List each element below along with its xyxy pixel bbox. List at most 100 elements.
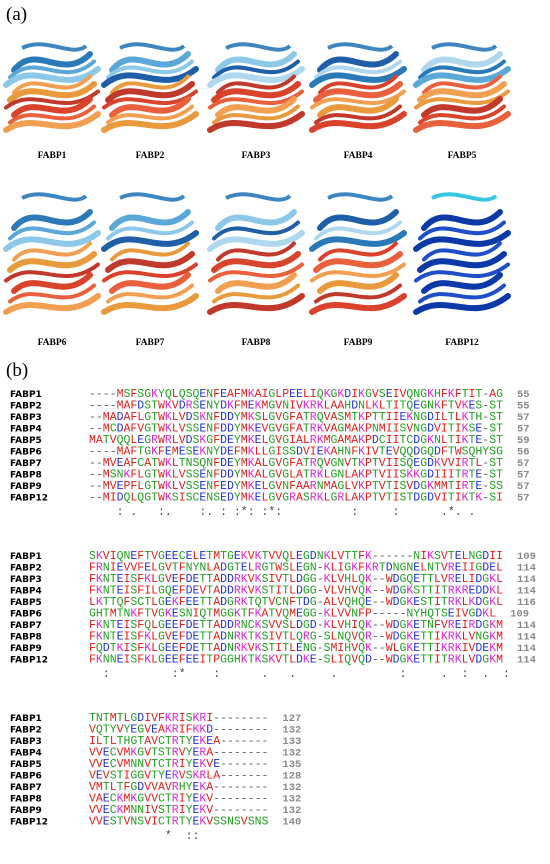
ribbon: [418, 283, 506, 304]
sequence-name: FABP8: [10, 633, 42, 643]
ribbon: [11, 209, 93, 231]
ribbon: [309, 111, 407, 133]
residue-count: 114: [517, 620, 536, 632]
ribbon: [207, 66, 305, 88]
ribbon: [318, 241, 398, 262]
ribbon: [431, 192, 498, 202]
sequence: VVECKMNNIVSTRIYEKV--------: [89, 804, 268, 817]
ribbon: [327, 192, 394, 202]
residue-count: 114: [517, 643, 536, 655]
sequence: FKNTEISFQLGEEFDETTADDRNCKSVVSLDGD-KLVHIQ…: [89, 619, 503, 632]
sequence-name: FABP6: [10, 448, 42, 458]
ribbon: [418, 104, 506, 125]
structure-caption: FABP5: [448, 151, 477, 161]
protein-structure: [101, 192, 199, 315]
sequence: FKNTEISFILGQEFDEVTADDRKVKSTITLDGG-VLVHVQ…: [89, 585, 503, 598]
sequence-name: FABP1: [10, 714, 42, 724]
protein-structure: [207, 192, 305, 315]
ribbon: [105, 251, 195, 273]
sequence-name: FABP2: [10, 564, 42, 574]
protein-structure: [309, 42, 407, 133]
ribbon: [7, 81, 97, 103]
sequence: MATVQQLEGRWRLVDSKGFDEYMKELGVGIALRKMGAMAK…: [89, 434, 503, 447]
structure-caption: FABP2: [136, 151, 165, 161]
residue-count: 135: [282, 759, 301, 771]
sequence-name: FABP5: [10, 760, 42, 770]
ribbon: [3, 230, 101, 252]
ribbon: [215, 209, 297, 231]
ribbon: [212, 59, 300, 80]
ribbon: [314, 220, 402, 241]
panel-label: (a): [6, 4, 27, 25]
ribbon: [3, 66, 101, 88]
sequence: --MIDQLQGTWKSISCENSEDYMKELGVGRASRKLGRLAK…: [89, 492, 503, 505]
ribbon: [216, 74, 296, 95]
ribbon: [421, 96, 503, 118]
sequence: SKVIQNEFTVGEECELETMTGEKVKTVVQLEGDNKLVTTF…: [89, 550, 503, 563]
ribbon: [327, 42, 394, 52]
sequence-name: FABP9: [10, 644, 42, 654]
protein-structure: [207, 42, 305, 133]
ribbon: [106, 59, 194, 80]
ribbon: [225, 192, 292, 202]
sequence: VQTYVYEGVEAKRIFKKD--------: [89, 724, 268, 737]
structure-caption: FABP9: [344, 338, 373, 348]
structure-caption: FABP7: [136, 338, 165, 348]
ribbon: [21, 42, 88, 52]
residue-count: 57: [517, 424, 530, 436]
sequence: TNTMTLGDIVFKRISKRI--------: [89, 712, 268, 725]
ribbon: [106, 283, 194, 304]
residue-count: 55: [517, 389, 530, 401]
residue-count: 114: [517, 563, 536, 575]
ribbon: [106, 220, 194, 241]
sequence: FKNNEISFKLGEEFEEITPGGHKTKSKVTLDKE-SLIQVQ…: [89, 654, 503, 667]
ribbon: [110, 241, 190, 262]
ribbon: [215, 51, 297, 73]
ribbon: [102, 262, 198, 283]
ribbon: [3, 293, 101, 315]
ribbon: [212, 220, 300, 241]
ribbon: [211, 81, 301, 103]
ribbon: [212, 104, 300, 125]
sequence-name: FABP9: [10, 806, 42, 816]
ribbon: [109, 96, 191, 118]
sequence-name: FABP5: [10, 598, 42, 608]
ribbon: [208, 262, 304, 283]
sequence-name: FABP7: [10, 459, 42, 469]
structure-caption: FABP12: [445, 338, 479, 348]
sequence-name: FABP2: [10, 726, 42, 736]
ribbon: [413, 230, 511, 252]
ribbon: [11, 51, 93, 73]
ribbon: [417, 81, 507, 103]
ribbon: [119, 42, 186, 52]
sequence-name: FABP4: [10, 425, 42, 435]
ribbon: [310, 262, 406, 283]
sequence: FKNTEISFKLGVEFDETTADDRKVKSIVTLDGG-KLVHLQ…: [89, 573, 503, 586]
sequence: FKNTEISFKLGVEFDETTADNRKTKSIVTLQRG-SLNQVQ…: [89, 631, 503, 644]
sequence: --MCDAFVGTWKLVSSENFDDYMKEVGVGFATRKVAGMAK…: [89, 423, 503, 436]
residue-count: 140: [282, 817, 301, 829]
sequence-name: FABP4: [10, 749, 42, 759]
ribbon: [109, 51, 191, 73]
ribbon: [421, 272, 503, 294]
sequence: VEVSTIGGVTYERVSKRLA-------: [89, 770, 268, 783]
sequence: FQDTKISFKLGEEFDETTADNRKVKSTITLENG-SMIHVQ…: [89, 642, 503, 655]
ribbon: [101, 66, 199, 88]
residue-count: 57: [517, 458, 530, 470]
residue-count: 132: [282, 725, 301, 737]
ribbon: [313, 251, 403, 273]
sequence-name: FABP9: [10, 482, 42, 492]
ribbon: [421, 209, 503, 231]
protein-structure: [413, 192, 511, 315]
ribbon: [414, 262, 510, 283]
structure-caption: FABP3: [242, 151, 271, 161]
ribbon: [317, 209, 399, 231]
ribbon: [421, 51, 503, 73]
ribbon: [11, 96, 93, 118]
ribbon: [21, 192, 88, 202]
sequence: VAECKMKGVVCTRIYEKV--------: [89, 793, 268, 806]
sequence: ILTLTHGTAVCTRTYEKEA-------: [89, 735, 268, 748]
residue-count: 57: [517, 481, 530, 493]
residue-count: 56: [517, 447, 530, 459]
